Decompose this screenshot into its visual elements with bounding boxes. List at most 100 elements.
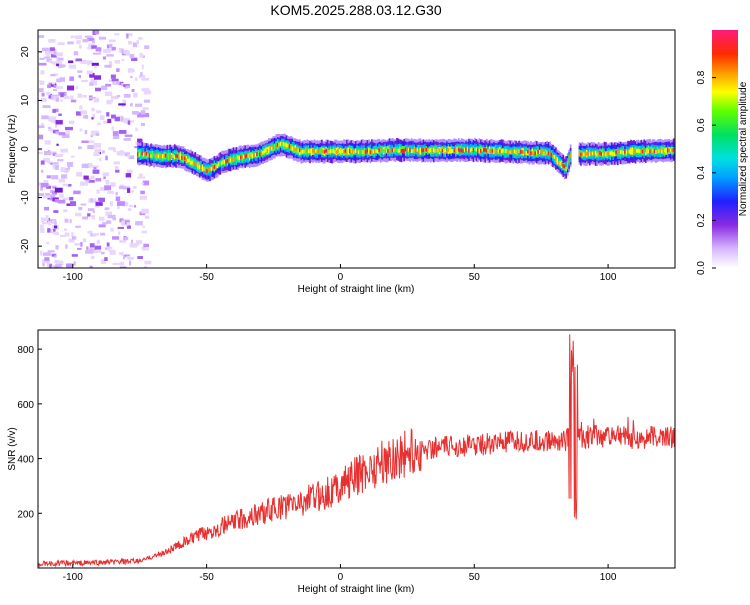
heatmap-cell <box>191 160 194 165</box>
heatmap-cell <box>128 68 135 73</box>
colorbar: 0.0 0.2 0.4 0.6 0.8 Normalized spectral ampl… <box>696 30 749 275</box>
heatmap-cell <box>272 145 275 150</box>
heatmap-cell <box>118 130 127 134</box>
heatmap-cell <box>70 95 74 100</box>
heatmap-cell <box>243 154 245 159</box>
heatmap-cell <box>51 254 57 257</box>
heatmap-cell <box>656 149 659 154</box>
heatmap-cell <box>399 148 401 153</box>
heatmap-cell <box>124 134 133 137</box>
heatmap-cell <box>612 152 615 156</box>
heatmap-cell <box>633 150 635 155</box>
heatmap-cell <box>51 82 56 85</box>
heatmap-cell <box>100 187 108 191</box>
heatmap-cell <box>543 151 546 156</box>
heatmap-cell <box>133 92 138 98</box>
heatmap-cell <box>452 148 454 153</box>
heatmap-cell <box>126 221 131 226</box>
heatmap-cell <box>296 147 298 152</box>
heatmap-cell <box>45 193 51 197</box>
heatmap-cell <box>265 148 267 153</box>
heatmap-cell <box>247 153 250 158</box>
heatmap-cell <box>343 150 345 154</box>
heatmap-cell <box>46 54 50 57</box>
heatmap-cell <box>89 265 93 268</box>
x-tick-label: 50 <box>469 272 481 283</box>
heatmap-cell <box>86 246 89 250</box>
heatmap-cell <box>47 84 52 89</box>
heatmap-cell <box>45 215 49 219</box>
heatmap-cell <box>491 148 494 153</box>
heatmap-cell <box>270 146 273 151</box>
heatmap-cell <box>102 150 105 154</box>
heatmap-cell <box>141 208 149 214</box>
heatmap-cell <box>109 249 116 255</box>
heatmap-cell <box>566 161 569 166</box>
heatmap-cell <box>631 149 634 154</box>
heatmap-cell <box>160 154 163 158</box>
heatmap-cell <box>91 117 94 120</box>
heatmap-cell <box>38 193 45 197</box>
heatmap-cell <box>143 112 150 118</box>
heatmap-cell <box>556 159 559 164</box>
heatmap-cell <box>92 30 97 35</box>
heatmap-cell <box>51 231 59 234</box>
heatmap-cell <box>104 247 110 250</box>
heatmap-cell <box>56 63 59 67</box>
heatmap-cell <box>39 250 43 256</box>
heatmap-cell <box>117 201 125 206</box>
heatmap-cell <box>606 152 609 157</box>
heatmap-cell <box>121 220 125 226</box>
heatmap-cell <box>519 149 522 154</box>
heatmap-cell <box>125 119 131 124</box>
heatmap-cell <box>410 149 413 154</box>
heatmap-cell <box>618 150 621 154</box>
heatmap-cell <box>558 160 560 165</box>
heatmap-cell <box>78 146 82 150</box>
heatmap-cell <box>315 148 317 153</box>
heatmap-cell <box>226 158 229 163</box>
heatmap-cell <box>77 70 83 73</box>
heatmap-cell <box>137 112 144 118</box>
heatmap-cell <box>40 123 44 126</box>
heatmap-cell <box>222 160 225 164</box>
heatmap-cell <box>119 261 125 266</box>
heatmap-cell <box>591 151 594 156</box>
heatmap-cell <box>164 153 167 158</box>
heatmap-cell <box>488 149 491 153</box>
x-tick-label: -100 <box>63 272 83 283</box>
heatmap-cell <box>599 151 601 155</box>
heatmap-cell <box>96 239 100 245</box>
heatmap-cell <box>39 57 45 60</box>
heatmap-cell <box>209 166 211 171</box>
heatmap-cell <box>228 157 230 162</box>
heatmap-cell <box>307 149 310 154</box>
y-tick-label: -20 <box>20 238 31 253</box>
heatmap-cell <box>47 250 55 253</box>
heatmap-cell <box>647 149 650 154</box>
heatmap-cell <box>563 164 566 169</box>
heatmap-cell <box>113 134 120 140</box>
heatmap-cell <box>107 118 112 124</box>
heatmap-cell <box>535 150 538 155</box>
heatmap-cell <box>404 147 407 152</box>
heatmap-cell <box>139 151 142 156</box>
heatmap-cell <box>56 52 63 57</box>
heatmap-cell <box>128 204 133 208</box>
heatmap-cell <box>245 153 248 158</box>
heatmap-cell <box>478 148 481 153</box>
heatmap-cell <box>116 68 120 72</box>
heatmap-cell <box>87 208 95 211</box>
snr-series-line <box>38 334 675 568</box>
heatmap-cell <box>225 159 228 164</box>
heatmap-cell <box>624 149 626 154</box>
heatmap-cell <box>513 149 516 154</box>
heatmap-cell <box>115 169 120 173</box>
heatmap-cell <box>518 149 520 154</box>
heatmap-cell <box>250 152 253 157</box>
heatmap-cell <box>54 221 57 226</box>
heatmap-cell <box>121 58 125 62</box>
heatmap-cell <box>79 105 83 110</box>
heatmap-cell <box>159 154 161 159</box>
heatmap-cell <box>156 153 158 158</box>
